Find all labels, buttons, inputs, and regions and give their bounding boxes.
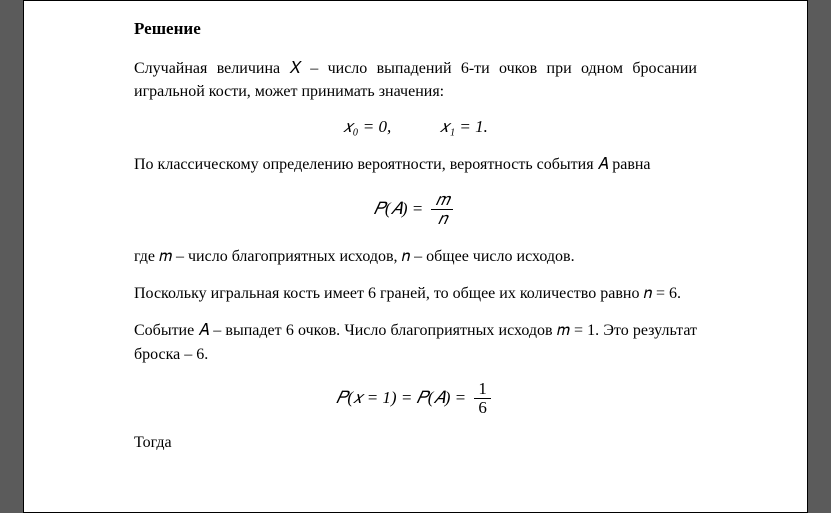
fraction-m-over-n: 𝑚 𝑛 bbox=[431, 191, 453, 229]
document-page: Решение Случайная величина 𝑋 – число вып… bbox=[23, 0, 808, 513]
eq-pa-lhs: 𝑃(𝐴) = bbox=[374, 199, 424, 218]
fraction-numerator: 𝑚 bbox=[431, 191, 453, 211]
paragraph-4: Поскольку игральная кость имеет 6 граней… bbox=[134, 282, 697, 305]
equation-pa: 𝑃(𝐴) = 𝑚 𝑛 bbox=[134, 191, 697, 229]
fraction-denominator-6: 6 bbox=[474, 399, 491, 418]
fraction-1-over-6: 1 6 bbox=[474, 380, 491, 418]
equation-px1: 𝑃(𝑥 = 1) = 𝑃(𝐴) = 1 6 bbox=[134, 380, 697, 418]
truncated-word: Тогда bbox=[134, 434, 697, 452]
fraction-denominator: 𝑛 bbox=[431, 210, 453, 229]
fraction-numerator-1: 1 bbox=[474, 380, 491, 400]
eq-px1-lhs: 𝑃(𝑥 = 1) = 𝑃(𝐴) = bbox=[336, 388, 466, 407]
paragraph-2: По классическому определению вероятности… bbox=[134, 153, 697, 176]
paragraph-3: где 𝑚 – число благоприятных исходов, 𝑛 –… bbox=[134, 245, 697, 268]
paragraph-1: Случайная величина 𝑋 – число выпадений 6… bbox=[134, 57, 697, 103]
paragraph-5: Событие 𝐴 – выпадет 6 очков. Число благо… bbox=[134, 319, 697, 365]
eq-x1: 𝑥₁ = 1. bbox=[440, 117, 488, 137]
equation-x-values: 𝑥₀ = 0, 𝑥₁ = 1. bbox=[134, 117, 697, 137]
eq-x0: 𝑥₀ = 0, bbox=[343, 117, 391, 137]
solution-heading: Решение bbox=[134, 19, 697, 39]
